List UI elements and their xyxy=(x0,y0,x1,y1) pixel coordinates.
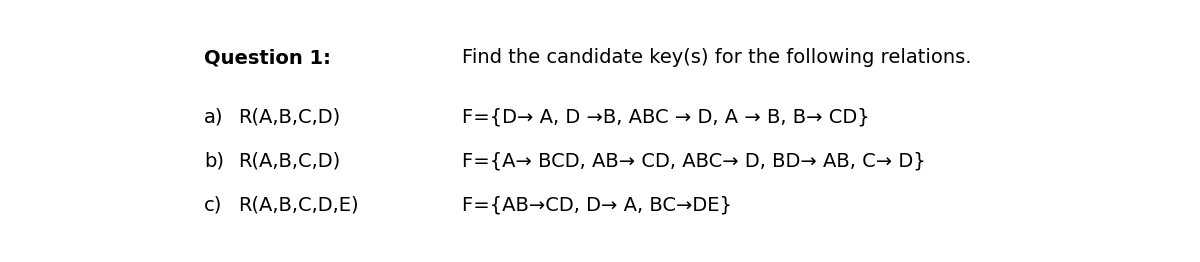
Text: R(A,B,C,D): R(A,B,C,D) xyxy=(239,151,341,170)
Text: F={AB→CD, D→ A, BC→DE}: F={AB→CD, D→ A, BC→DE} xyxy=(462,195,732,214)
Text: Question 1:: Question 1: xyxy=(204,48,331,67)
Text: R(A,B,C,D,E): R(A,B,C,D,E) xyxy=(239,195,359,214)
Text: b): b) xyxy=(204,151,224,170)
Text: a): a) xyxy=(204,108,223,127)
Text: R(A,B,C,D): R(A,B,C,D) xyxy=(239,108,341,127)
Text: F={D→ A, D →B, ABC → D, A → B, B→ CD}: F={D→ A, D →B, ABC → D, A → B, B→ CD} xyxy=(462,108,869,127)
Text: Find the candidate key(s) for the following relations.: Find the candidate key(s) for the follow… xyxy=(462,48,971,67)
Text: F={A→ BCD, AB→ CD, ABC→ D, BD→ AB, C→ D}: F={A→ BCD, AB→ CD, ABC→ D, BD→ AB, C→ D} xyxy=(462,151,925,170)
Text: c): c) xyxy=(204,195,222,214)
